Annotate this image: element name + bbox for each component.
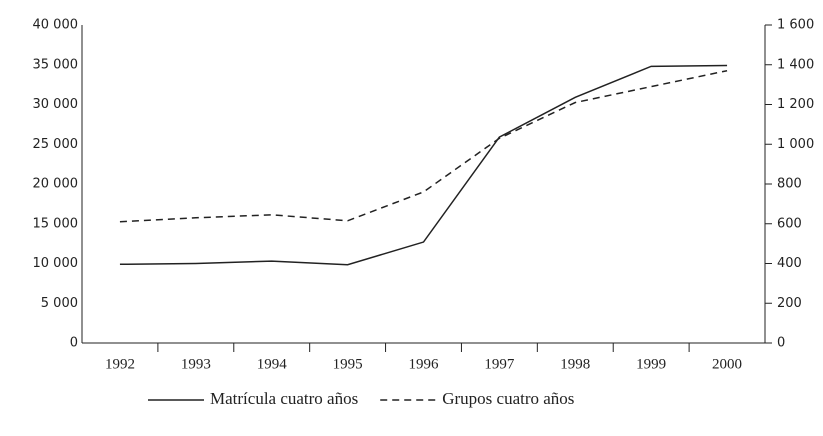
y-tick-label: 35 000 [33, 57, 79, 72]
y-tick-label: 0 [70, 336, 78, 351]
x-tick-label: 1994 [257, 356, 288, 372]
x-tick-label: 1997 [484, 356, 515, 372]
y-tick-label: 25 000 [33, 137, 79, 152]
x-tick-label: 2000 [712, 356, 742, 372]
y2-tick-label: 1 600 [777, 18, 814, 33]
y-tick-label: 5 000 [41, 296, 78, 311]
x-tick-label: 1996 [409, 356, 440, 372]
y-tick-label: 10 000 [33, 256, 79, 271]
y2-tick-label: 1 400 [777, 57, 814, 72]
y2-tick-label: 600 [777, 216, 802, 231]
legend-label: Grupos cuatro años [442, 389, 574, 408]
x-tick-label: 1993 [181, 356, 211, 372]
y-tick-label: 15 000 [33, 216, 79, 231]
x-tick-label: 1998 [560, 356, 590, 372]
y-tick-label: 30 000 [33, 97, 79, 112]
y2-tick-label: 800 [777, 177, 802, 192]
y-tick-label: 20 000 [33, 177, 79, 192]
y2-tick-label: 400 [777, 256, 802, 271]
y2-tick-label: 1 200 [777, 97, 814, 112]
y-tick-label: 40 000 [33, 18, 79, 33]
y2-tick-label: 200 [777, 296, 802, 311]
legend-label: Matrícula cuatro años [210, 389, 358, 408]
series-line [119, 64, 728, 266]
x-tick-label: 1995 [333, 356, 363, 372]
y2-tick-label: 1 000 [777, 137, 814, 152]
x-tick-label: 1992 [105, 356, 135, 372]
x-tick-label: 1999 [636, 356, 666, 372]
series-line [119, 69, 728, 223]
y2-tick-label: 0 [777, 336, 785, 351]
